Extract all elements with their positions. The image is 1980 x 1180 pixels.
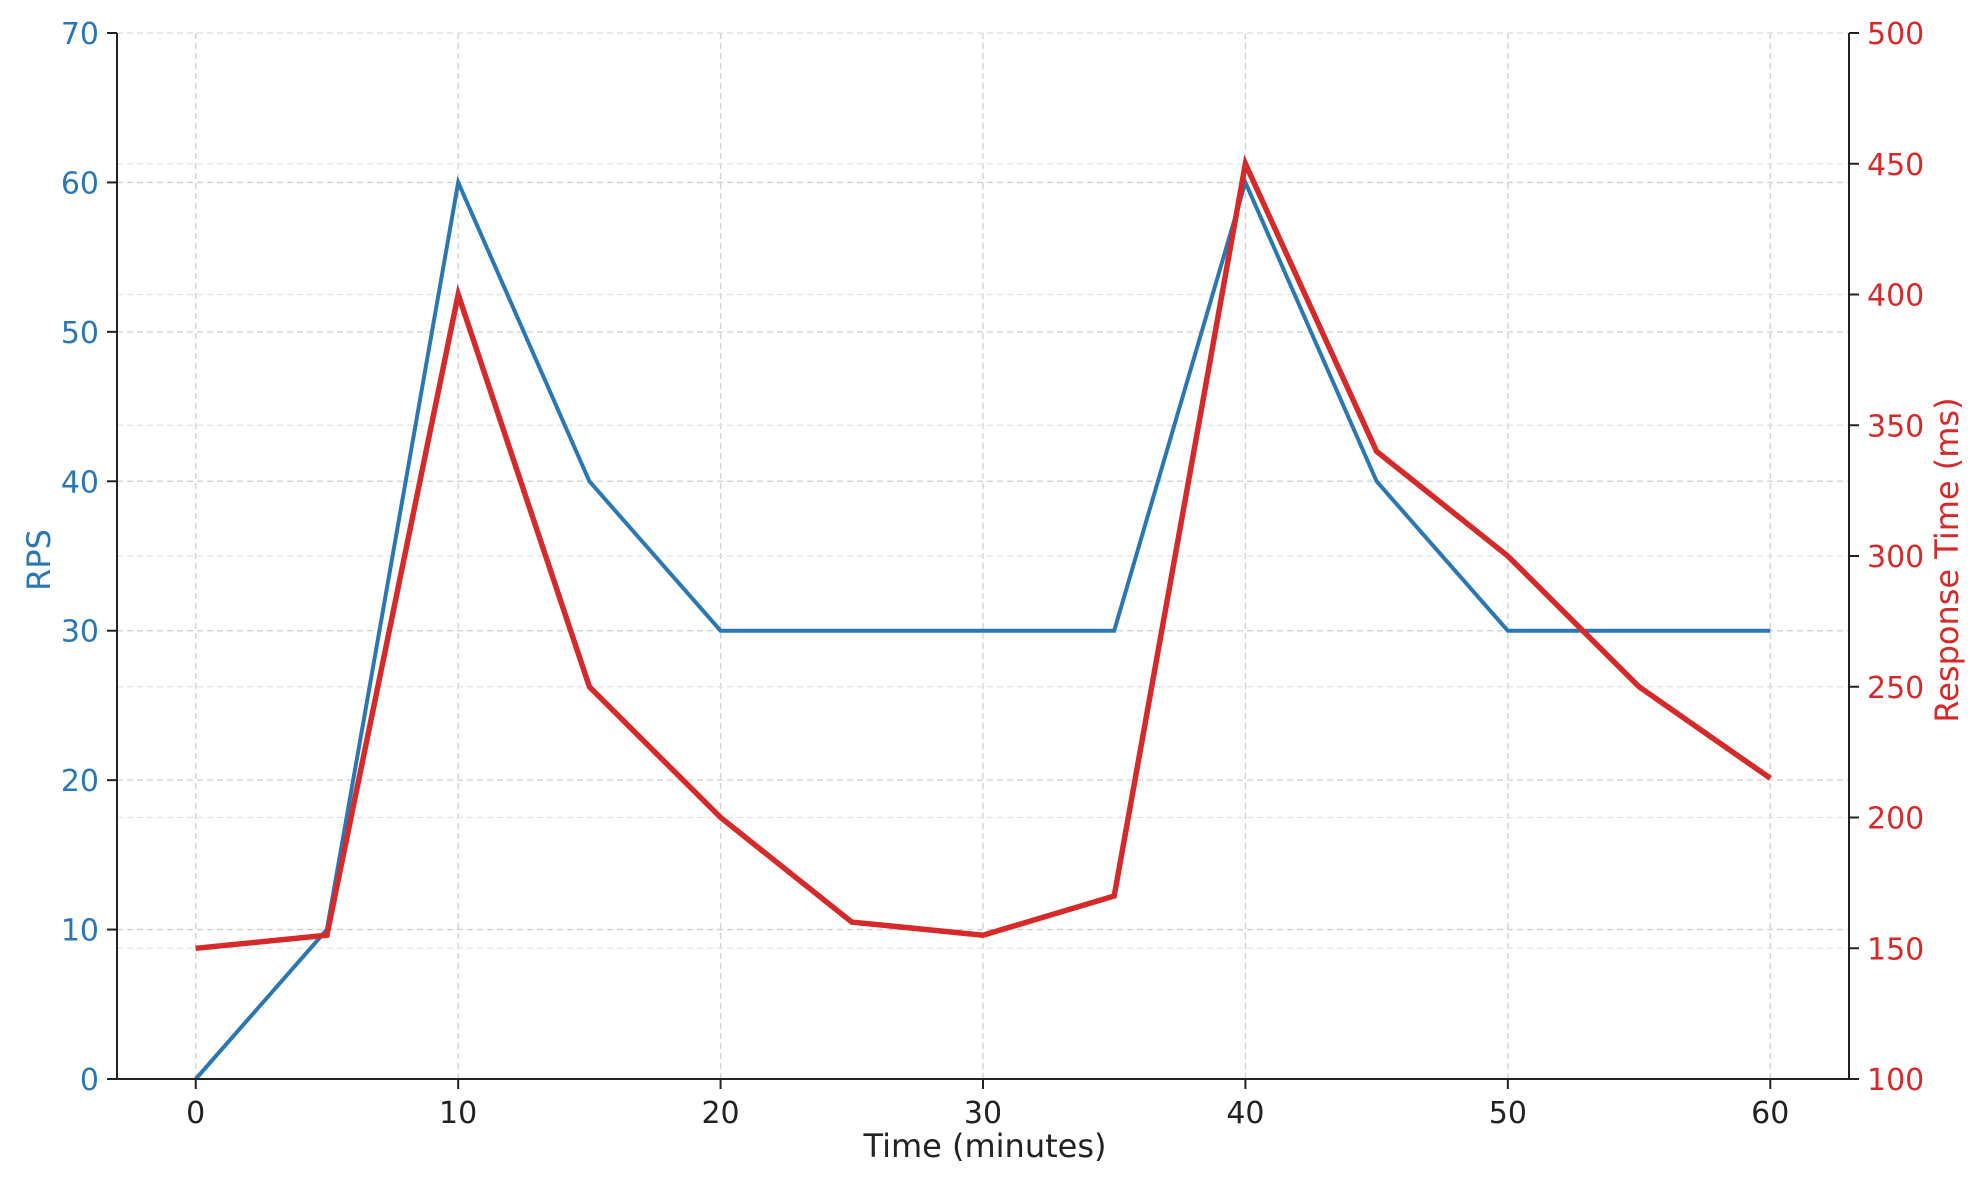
y2-tick-label: 450 [1867, 148, 1924, 183]
y-tick-label: 10 [61, 914, 99, 949]
y-tick-label: 0 [80, 1063, 99, 1098]
y-tick-label: 70 [61, 17, 99, 52]
x-tick-label: 10 [439, 1096, 477, 1131]
y-tick-label: 60 [61, 166, 99, 201]
y2-tick-label: 150 [1867, 932, 1924, 967]
series-line-rps [194, 175, 1771, 1081]
y-tick-label: 30 [61, 615, 99, 650]
x-tick-label: 50 [1489, 1096, 1527, 1131]
y2-tick-label: 500 [1867, 17, 1924, 52]
y2-tick-label: 300 [1867, 540, 1924, 575]
x-tick-label: 30 [964, 1096, 1002, 1131]
y-tick-label: 20 [61, 764, 99, 799]
series-lines [194, 154, 1772, 1081]
x-tick-label: 40 [1226, 1096, 1264, 1131]
x-axis-title: Time (minutes) [863, 1127, 1107, 1165]
tick-labels: 0 10 20 30 40 50 60 0 10 20 30 40 50 60 70 100 150 200 250… [61, 17, 1924, 1131]
y2-tick-label: 250 [1867, 671, 1924, 706]
grid [117, 32, 1849, 1080]
x-tick-label: 0 [186, 1096, 205, 1131]
y2-tick-label: 200 [1867, 802, 1924, 837]
series-line-response-time [195, 154, 1772, 952]
y2-tick-label: 350 [1867, 409, 1924, 444]
y-axis-title-right: Response Time (ms) [1928, 397, 1966, 722]
x-tick-label: 60 [1751, 1096, 1789, 1131]
y-axis-title-left: RPS [20, 529, 58, 591]
y2-tick-label: 100 [1867, 1063, 1924, 1098]
y2-tick-label: 400 [1867, 279, 1924, 314]
y-tick-label: 40 [61, 465, 99, 500]
x-tick-label: 20 [701, 1096, 739, 1131]
axes [107, 32, 1859, 1089]
y-tick-label: 50 [61, 316, 99, 351]
